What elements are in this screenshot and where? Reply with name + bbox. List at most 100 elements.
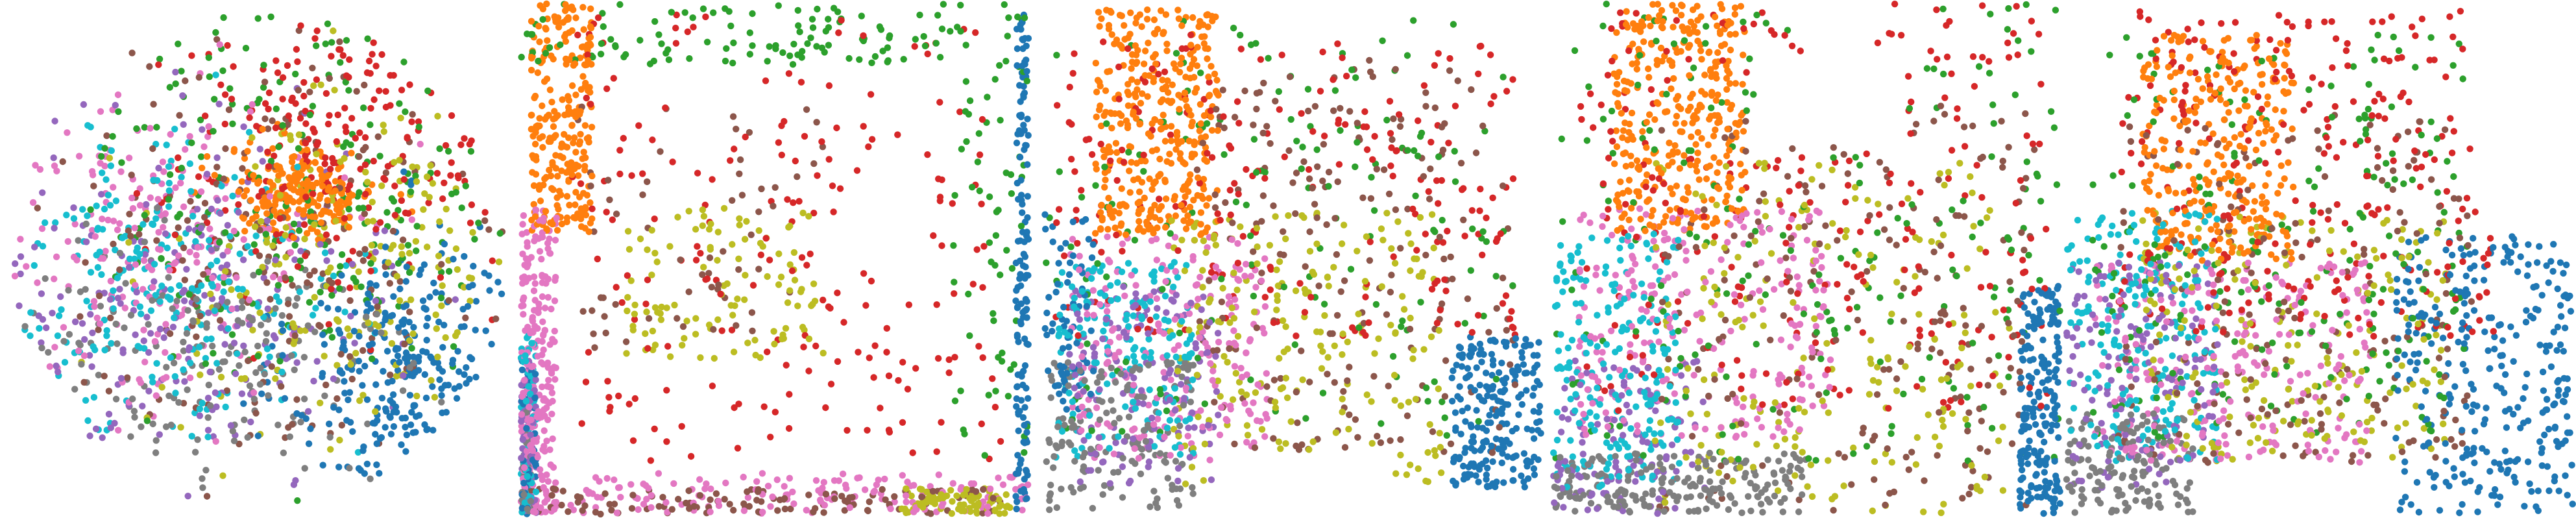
data-point-panel1-c6	[51, 343, 58, 351]
data-point-panel1-c7	[180, 338, 187, 346]
data-point-panel2-c0	[1020, 367, 1027, 375]
data-point-panel1-c1	[320, 207, 327, 215]
data-point-panel2-c2	[559, 96, 566, 103]
data-point-panel2-c3	[786, 391, 793, 398]
data-point-panel3-c2	[1439, 398, 1446, 406]
data-point-panel1-c5	[103, 132, 110, 140]
data-point-panel1-c0	[396, 285, 404, 293]
data-point-panel1-c5	[245, 357, 252, 364]
data-point-panel1-c4	[16, 302, 23, 310]
data-point-panel1-c6	[121, 304, 128, 312]
data-point-panel1-c8	[424, 243, 431, 251]
data-point-panel1-c0	[382, 243, 389, 251]
data-point-panel1-c2	[262, 230, 269, 238]
data-point-panel1-c0	[410, 324, 417, 331]
data-point-panel1-c2	[98, 153, 105, 160]
data-point-panel2-c3	[883, 325, 890, 332]
data-point-panel3-c1	[1489, 194, 1496, 201]
data-point-panel1-c3	[195, 173, 202, 180]
data-point-panel1-c9	[107, 162, 114, 169]
data-point-panel3-c3	[1457, 430, 1464, 438]
data-point-panel2-c4	[689, 14, 696, 21]
data-point-panel1-c8	[432, 311, 439, 319]
data-point-panel3-c1	[1367, 238, 1374, 245]
data-point-panel3-c2	[1481, 127, 1488, 135]
data-point-panel2-c2	[577, 130, 584, 138]
data-point-panel1-c0	[435, 365, 443, 372]
data-point-panel1-c3	[369, 51, 376, 58]
data-point-panel2-c8	[805, 491, 812, 499]
data-point-panel3-c8	[1061, 421, 1068, 428]
data-point-panel2-c10	[631, 310, 638, 317]
data-point-panel3-c6	[1106, 480, 1113, 487]
data-point-panel2-c8	[810, 508, 817, 515]
data-point-panel2-c3	[909, 449, 916, 456]
data-point-panel3-c1	[1461, 232, 1468, 240]
data-point-panel1-c6	[172, 259, 179, 266]
data-point-panel1-c4	[203, 171, 211, 178]
data-point-panel3-c10	[1226, 319, 1233, 327]
data-point-panel1-c0	[293, 410, 300, 417]
data-point-panel1-c7	[292, 302, 299, 309]
data-point-panel2-c9	[590, 228, 598, 235]
data-point-panel1-c0	[335, 306, 342, 313]
data-point-panel1-c2	[413, 223, 420, 230]
data-point-panel1-c0	[356, 367, 363, 375]
data-point-panel2-c2	[566, 56, 573, 63]
data-point-panel1-c4	[38, 290, 45, 297]
data-point-panel3-c7	[1166, 417, 1174, 424]
data-point-panel1-c2	[256, 95, 263, 103]
data-point-panel2-c9	[733, 322, 740, 329]
data-point-panel1-c9	[199, 399, 206, 407]
data-point-panel2-c6	[544, 383, 551, 390]
data-point-panel2-c3	[972, 29, 979, 36]
data-point-panel3-c4	[1087, 390, 1094, 398]
data-point-panel1-c5	[261, 79, 269, 86]
data-point-panel1-c0	[412, 428, 419, 436]
data-point-panel1-c5	[334, 395, 341, 402]
data-point-panel1-c0	[319, 331, 326, 338]
data-point-panel1-c9	[101, 316, 108, 324]
data-point-panel3-c9	[1314, 163, 1321, 170]
data-point-panel1-c8	[396, 297, 404, 304]
data-point-panel1-c0	[326, 420, 333, 428]
data-point-panel1-c4	[155, 164, 162, 172]
data-point-panel1-c5	[116, 266, 123, 273]
data-point-panel2-c9	[736, 156, 744, 164]
data-point-panel3-c4	[1045, 367, 1052, 375]
data-point-panel2-c3	[838, 17, 845, 24]
data-point-panel2-c0	[1025, 395, 1032, 402]
data-point-panel1-c5	[105, 388, 113, 395]
data-point-panel1-c2	[229, 120, 236, 127]
data-point-panel1-c1	[304, 177, 311, 184]
data-point-panel1-c2	[396, 100, 403, 107]
data-point-panel1-c5	[256, 252, 263, 260]
data-point-panel2-c7	[949, 480, 956, 487]
data-point-panel1-c9	[58, 306, 65, 314]
data-point-panel2-c7	[831, 477, 838, 484]
data-point-panel1-c2	[317, 288, 324, 296]
data-point-panel2-c10	[623, 350, 630, 357]
data-point-panel2-c2	[543, 0, 550, 8]
data-point-panel1-c1	[308, 213, 316, 220]
data-point-panel1-c4	[327, 248, 335, 255]
data-point-panel1-c4	[119, 349, 127, 356]
data-point-panel1-c5	[220, 175, 228, 182]
data-point-panel3-c9	[1306, 378, 1313, 386]
data-point-panel3-c2	[1299, 143, 1306, 151]
data-point-panel2-c7	[648, 504, 655, 511]
data-point-panel2-c3	[697, 250, 704, 257]
data-point-panel3-c10	[1168, 217, 1175, 224]
data-point-panel3-c2	[1500, 73, 1507, 80]
data-point-panel2-c9	[748, 309, 756, 316]
data-point-panel1-c3	[321, 160, 328, 167]
data-point-panel2-c2	[582, 204, 589, 211]
data-point-panel2-c6	[548, 410, 555, 417]
data-point-panel1-c5	[201, 214, 208, 221]
data-point-panel2-c4	[775, 2, 782, 9]
data-point-panel1-c7	[122, 280, 129, 287]
data-point-panel3-c5	[1162, 278, 1169, 285]
data-point-panel2-c10	[699, 206, 707, 214]
data-point-panel2-c7	[803, 506, 810, 514]
data-point-panel1-c4	[196, 412, 204, 419]
